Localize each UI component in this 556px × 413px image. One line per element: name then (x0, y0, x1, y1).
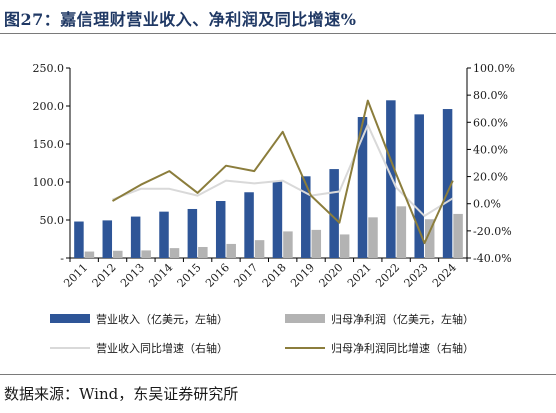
legend-profit-label: 归母净利润（亿美元，左轴） (331, 312, 474, 326)
left-tick-label: - (60, 252, 64, 265)
revenue-bar (244, 192, 254, 258)
legend-revenue-label: 营业收入（亿美元，左轴） (96, 312, 228, 326)
legend-profit-swatch (285, 314, 325, 323)
chart-title: 图27：嘉信理财营业收入、净利润及同比增速% (4, 10, 357, 29)
revenue-bar (130, 216, 141, 258)
left-tick-label: 100.0 (33, 176, 65, 189)
right-tick-label: 100.0% (473, 62, 515, 75)
left-tick-label: 250.0 (33, 62, 65, 75)
axes-layer (66, 67, 471, 262)
revenue-bar (329, 169, 339, 258)
x-tick-label: 2020 (317, 261, 346, 290)
x-tick-label: 2016 (203, 261, 232, 290)
x-tick-label: 2024 (430, 261, 459, 290)
x-tick-label: 2011 (61, 261, 90, 290)
x-tick-label: 2021 (345, 261, 374, 290)
right-tick-label: 0.0% (473, 198, 501, 211)
right-tick-label: 80.0% (473, 89, 508, 102)
x-tick-label: 2014 (146, 261, 175, 290)
revenue-bar (159, 211, 169, 258)
profit-bar (169, 248, 180, 258)
x-tick-label: 2018 (260, 261, 289, 290)
revenue-bar (301, 176, 311, 258)
legend: 营业收入（亿美元，左轴） 归母净利润（亿美元，左轴） 营业收入同比增速（右轴） 归母净… (50, 312, 474, 355)
right-tick-label: -20.0% (473, 225, 512, 238)
left-tick-label: 150.0 (33, 138, 65, 151)
profit-bar (339, 234, 350, 258)
data-source: 数据来源：Wind，东吴证券研究所 (4, 385, 239, 403)
profit-bar (141, 250, 151, 258)
legend-revenue-swatch (50, 314, 90, 323)
legend-revenue-growth-label: 营业收入同比增速（右轴） (96, 341, 228, 355)
profit-bar (226, 243, 236, 258)
profit-bar (198, 246, 208, 258)
revenue-bar (414, 114, 424, 258)
chart: - 50.0 100.0 150.0 200.0 250.0 -40.0% -20.0% 0.0… (33, 62, 515, 355)
title-bar: 图27：嘉信理财营业收入、净利润及同比增速% (0, 0, 556, 34)
left-tick-label: 50.0 (40, 214, 65, 227)
profit-bar (283, 231, 293, 258)
x-tick-label: 2012 (90, 261, 119, 290)
x-tick-label: 2015 (175, 261, 204, 290)
revenue-bar (187, 208, 198, 258)
revenue-bar (102, 220, 113, 258)
x-tick-label: 2023 (402, 261, 431, 290)
x-tick-label: 2013 (118, 261, 147, 290)
right-tick-label: 20.0% (473, 171, 508, 184)
revenue-bar (272, 181, 283, 258)
profit-bar (424, 219, 435, 258)
source-bar: 数据来源：Wind，东吴证券研究所 (0, 374, 556, 413)
profit-bar (254, 240, 265, 258)
x-tick-label: 2019 (288, 261, 317, 290)
bars-layer (74, 100, 463, 259)
profit-bar (311, 229, 322, 258)
revenue-growth-line (112, 124, 454, 217)
lines-layer (112, 99, 454, 245)
revenue-bar (215, 201, 226, 258)
profit-bar (396, 206, 407, 258)
profit-growth-line (112, 99, 454, 245)
x-tick-label: 2022 (373, 261, 402, 290)
right-tick-label: 40.0% (473, 143, 508, 156)
profit-bar (453, 213, 463, 258)
right-tick-label: -40.0% (473, 252, 512, 265)
left-tick-label: 200.0 (33, 100, 65, 113)
profit-bar (84, 251, 95, 258)
revenue-bar (357, 117, 368, 259)
x-tick-label: 2017 (231, 261, 260, 290)
profit-bar (113, 250, 123, 258)
profit-bar (368, 217, 378, 258)
revenue-bar (386, 100, 396, 258)
right-tick-label: 60.0% (473, 116, 508, 129)
revenue-bar (442, 109, 453, 258)
legend-profit-growth-label: 归母净利润同比增速（右轴） (331, 341, 474, 355)
revenue-bar (74, 221, 84, 258)
